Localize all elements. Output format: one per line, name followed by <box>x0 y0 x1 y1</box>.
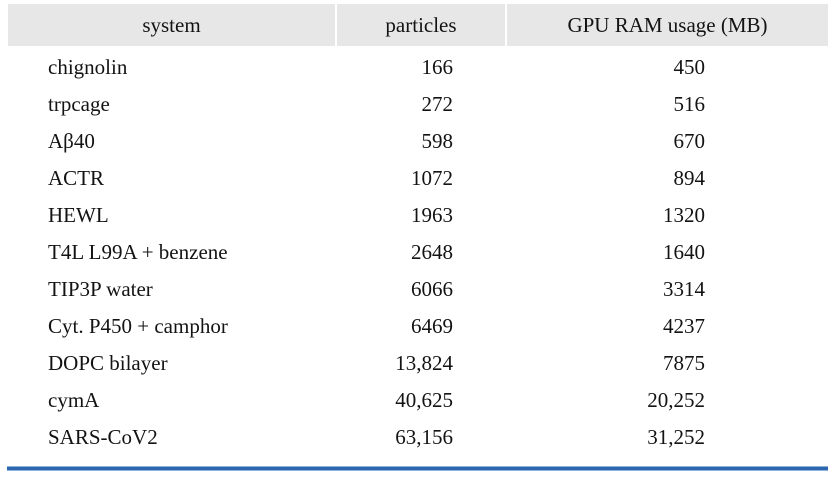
table-row: SARS-CoV2 63,156 31,252 <box>8 419 828 456</box>
table-row: chignolin 166 450 <box>8 46 828 86</box>
system-cell: TIP3P water <box>48 277 153 301</box>
table-row: T4L L99A + benzene 2648 1640 <box>8 234 828 271</box>
particles-cell: 1072 <box>411 166 453 190</box>
particles-cell: 272 <box>421 92 454 116</box>
gpu-ram-cell: 31,252 <box>647 425 705 449</box>
particles-cell: 6469 <box>411 314 453 338</box>
table-row: DOPC bilayer 13,824 7875 <box>8 345 828 382</box>
table-row: trpcage 272 516 <box>8 86 828 123</box>
system-cell: ACTR <box>48 166 105 190</box>
system-cell: DOPC bilayer <box>48 351 168 375</box>
gpu-ram-cell: 4237 <box>663 314 705 338</box>
table-row: Aβ40 598 670 <box>8 123 828 160</box>
particles-cell: 40,625 <box>395 388 453 412</box>
table-row: Cyt. P450 + camphor 6469 4237 <box>8 308 828 345</box>
system-cell: chignolin <box>48 55 128 79</box>
column-header-system: system <box>8 4 335 46</box>
gpu-ram-cell: 1320 <box>663 203 705 227</box>
table-row: TIP3P water 6066 3314 <box>8 271 828 308</box>
table-row: cymA 40,625 20,252 <box>8 382 828 419</box>
system-cell: Cyt. P450 + camphor <box>48 314 228 338</box>
system-cell: SARS-CoV2 <box>48 425 158 449</box>
system-cell: HEWL <box>48 203 109 227</box>
particles-cell: 166 <box>421 55 454 79</box>
gpu-ram-cell: 894 <box>673 166 706 190</box>
particles-cell: 6066 <box>411 277 453 301</box>
particles-cell: 598 <box>421 129 454 153</box>
table-row: HEWL 1963 1320 <box>8 197 828 234</box>
particles-cell: 63,156 <box>395 425 453 449</box>
system-cell: T4L L99A + benzene <box>48 240 228 264</box>
particles-cell: 1963 <box>411 203 453 227</box>
gpu-ram-cell: 450 <box>673 55 706 79</box>
table-row: ACTR 1072 894 <box>8 160 828 197</box>
gpu-ram-cell: 20,252 <box>647 388 705 412</box>
gpu-ram-cell: 670 <box>673 129 706 153</box>
system-cell: cymA <box>48 388 100 412</box>
gpu-ram-cell: 516 <box>673 92 706 116</box>
gpu-ram-cell: 7875 <box>663 351 705 375</box>
gpu-ram-cell: 3314 <box>663 277 705 301</box>
column-header-gpu-ram: GPU RAM usage (MB) <box>505 4 828 46</box>
table-header-row: system particles GPU RAM usage (MB) <box>8 4 828 46</box>
particles-cell: 2648 <box>411 240 453 264</box>
table-bottom-rule <box>7 466 828 471</box>
system-cell: Aβ40 <box>48 129 95 153</box>
gpu-ram-cell: 1640 <box>663 240 705 264</box>
column-header-particles: particles <box>335 4 505 46</box>
particles-cell: 13,824 <box>395 351 453 375</box>
system-cell: trpcage <box>48 92 110 116</box>
benchmark-table: system particles GPU RAM usage (MB) chig… <box>8 4 828 456</box>
